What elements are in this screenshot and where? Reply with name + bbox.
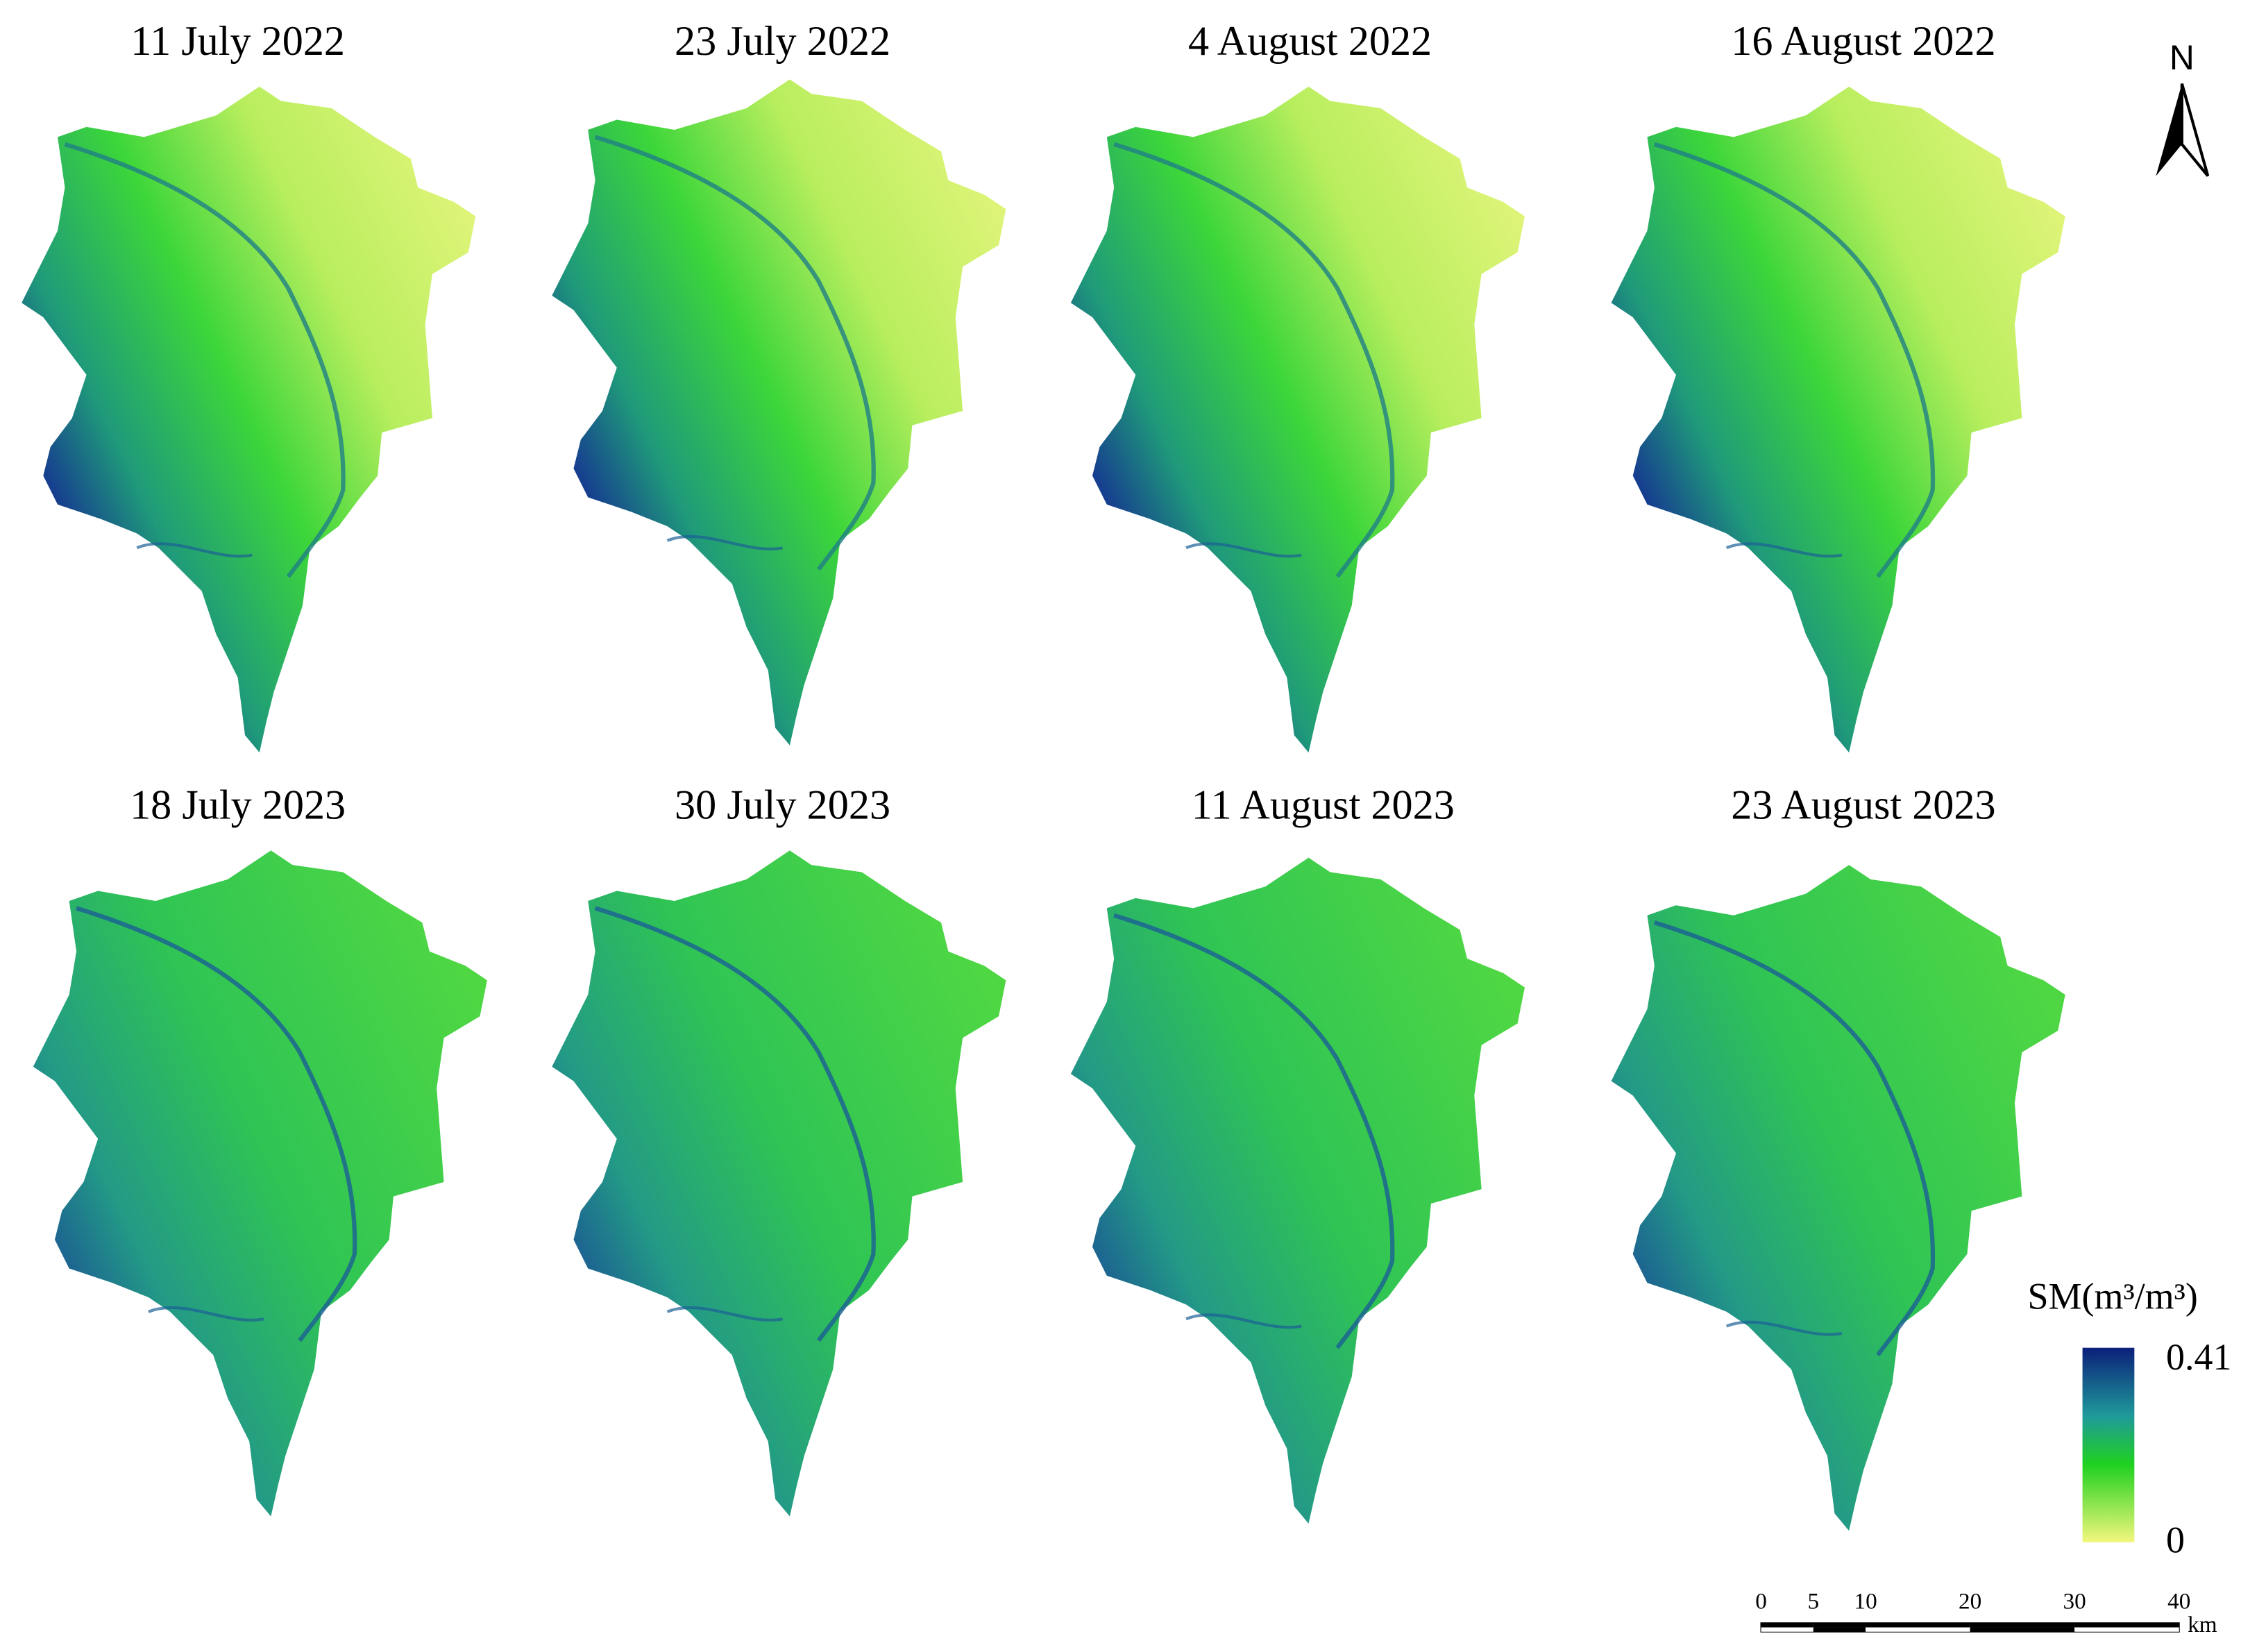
region-fill: [552, 79, 1006, 745]
map-panel: 30 July 2023: [552, 782, 1006, 1517]
region-fill: [1070, 857, 1525, 1524]
map-panel: 4 August 2022: [1070, 18, 1525, 753]
arrow-right: [2180, 83, 2210, 177]
north-label: N: [2170, 38, 2195, 77]
river: [64, 142, 346, 578]
panel-title: 4 August 2022: [1188, 18, 1432, 65]
map: [22, 86, 476, 753]
scale-tick-label: 40: [2167, 1589, 2190, 1615]
arrow-left: [2156, 83, 2182, 176]
tributary: [1725, 1320, 1843, 1336]
color-ramp: [2082, 1347, 2135, 1543]
scale-tick-label: 10: [1854, 1589, 1877, 1615]
scale-segment: [1813, 1623, 1866, 1628]
scale-segment: [1761, 1627, 1813, 1632]
panel-title: 18 July 2023: [130, 782, 346, 829]
map-panel: 11 August 2023: [1070, 782, 1525, 1524]
panel-title: 30 July 2023: [675, 782, 890, 829]
map: [552, 850, 1006, 1517]
river: [594, 906, 876, 1342]
map: [1611, 865, 2065, 1531]
scale-tick-label: 5: [1807, 1589, 1819, 1615]
scale-segment: [2074, 1627, 2179, 1632]
scale-segment: [1970, 1623, 2075, 1628]
panel-title: 11 July 2022: [130, 18, 345, 65]
tributary: [666, 534, 783, 550]
tributary: [1725, 542, 1843, 558]
region-fill: [1070, 86, 1525, 753]
river: [594, 135, 876, 571]
scale-tick-label: 30: [2063, 1589, 2086, 1615]
legend: SM(m³/m³) 0.41 0: [2028, 1276, 2232, 1561]
map: [552, 79, 1006, 745]
scale-segment: [1761, 1623, 1813, 1628]
map: [1070, 857, 1525, 1524]
map: [33, 850, 487, 1517]
region-fill: [33, 850, 487, 1517]
scale-segment: [1813, 1627, 1866, 1632]
map-panel: 16 August 2022: [1611, 18, 2065, 753]
scale-tick-label: 20: [1959, 1589, 1981, 1615]
region-fill: [22, 86, 476, 753]
map-panel: 11 July 2022: [22, 18, 476, 753]
scale-unit: km: [2188, 1612, 2217, 1637]
map-panel: 23 August 2023: [1611, 782, 2065, 1531]
panel-title: 23 August 2023: [1731, 782, 1995, 829]
river: [1113, 913, 1395, 1349]
map: [1070, 86, 1525, 753]
scale-segment: [1970, 1627, 2075, 1632]
tributary: [1185, 542, 1302, 558]
river: [1653, 920, 1936, 1356]
panel-title: 16 August 2022: [1731, 18, 1995, 65]
legend-max: 0.41: [2166, 1336, 2231, 1378]
river: [76, 906, 357, 1342]
map-panel: 23 July 2022: [552, 18, 1006, 745]
region-fill: [1611, 86, 2065, 753]
region-fill: [1611, 865, 2065, 1531]
panel-title: 11 August 2023: [1192, 782, 1455, 829]
panel-title: 23 July 2022: [675, 18, 890, 65]
scale-segment: [2074, 1623, 2179, 1628]
legend-min: 0: [2166, 1519, 2185, 1561]
north-arrow: N: [2156, 38, 2210, 177]
tributary: [666, 1306, 783, 1322]
scale-tick-label: 0: [1755, 1589, 1767, 1615]
region-fill: [552, 850, 1006, 1517]
map: [1611, 86, 2065, 753]
map-panel: 18 July 2023: [33, 782, 487, 1517]
tributary: [148, 1306, 264, 1322]
legend-title: SM(m³/m³): [2028, 1276, 2198, 1317]
tributary: [1185, 1313, 1302, 1329]
river: [1113, 142, 1395, 578]
scale-segment: [1866, 1623, 1970, 1628]
river: [1653, 142, 1936, 578]
scale-segment: [1866, 1627, 1970, 1632]
map-panels: 11 July 2022 23 July 2022 4 August 2022 16 …: [22, 18, 2065, 1531]
tributary: [136, 542, 253, 558]
